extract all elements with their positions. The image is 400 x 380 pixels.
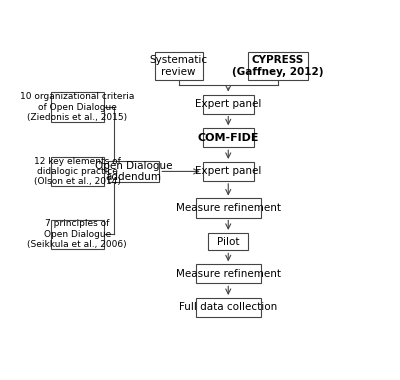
FancyBboxPatch shape <box>203 95 254 114</box>
Text: 7 principles of
Open Dialogue
(Seikkula et al., 2006): 7 principles of Open Dialogue (Seikkula … <box>28 219 127 249</box>
Text: 12 key elements of
didalogic practice
(Olson et al., 2014): 12 key elements of didalogic practice (O… <box>34 157 121 186</box>
Text: Measure refinement: Measure refinement <box>176 269 281 279</box>
FancyBboxPatch shape <box>51 220 104 249</box>
FancyBboxPatch shape <box>155 52 203 80</box>
Text: Expert panel: Expert panel <box>195 99 262 109</box>
Text: Measure refinement: Measure refinement <box>176 203 281 213</box>
FancyBboxPatch shape <box>51 157 104 186</box>
FancyBboxPatch shape <box>203 128 254 147</box>
Text: Open Dialogue
addendum: Open Dialogue addendum <box>95 161 172 182</box>
FancyBboxPatch shape <box>196 298 261 317</box>
Text: Pilot: Pilot <box>217 237 240 247</box>
Text: Expert panel: Expert panel <box>195 166 262 176</box>
Text: CYPRESS
(Gaffney, 2012): CYPRESS (Gaffney, 2012) <box>232 55 324 77</box>
Text: Systematic
review: Systematic review <box>150 55 208 77</box>
Text: 10 organizational criteria
of Open Dialogue
(Ziedonis et al., 2015): 10 organizational criteria of Open Dialo… <box>20 92 134 122</box>
FancyBboxPatch shape <box>51 92 104 122</box>
FancyBboxPatch shape <box>108 161 159 182</box>
FancyBboxPatch shape <box>203 162 254 181</box>
Text: Full data collection: Full data collection <box>179 302 277 312</box>
FancyBboxPatch shape <box>208 233 248 250</box>
Text: COM-FIDE: COM-FIDE <box>198 133 259 143</box>
FancyBboxPatch shape <box>196 264 261 283</box>
FancyBboxPatch shape <box>248 52 308 80</box>
FancyBboxPatch shape <box>196 198 261 217</box>
